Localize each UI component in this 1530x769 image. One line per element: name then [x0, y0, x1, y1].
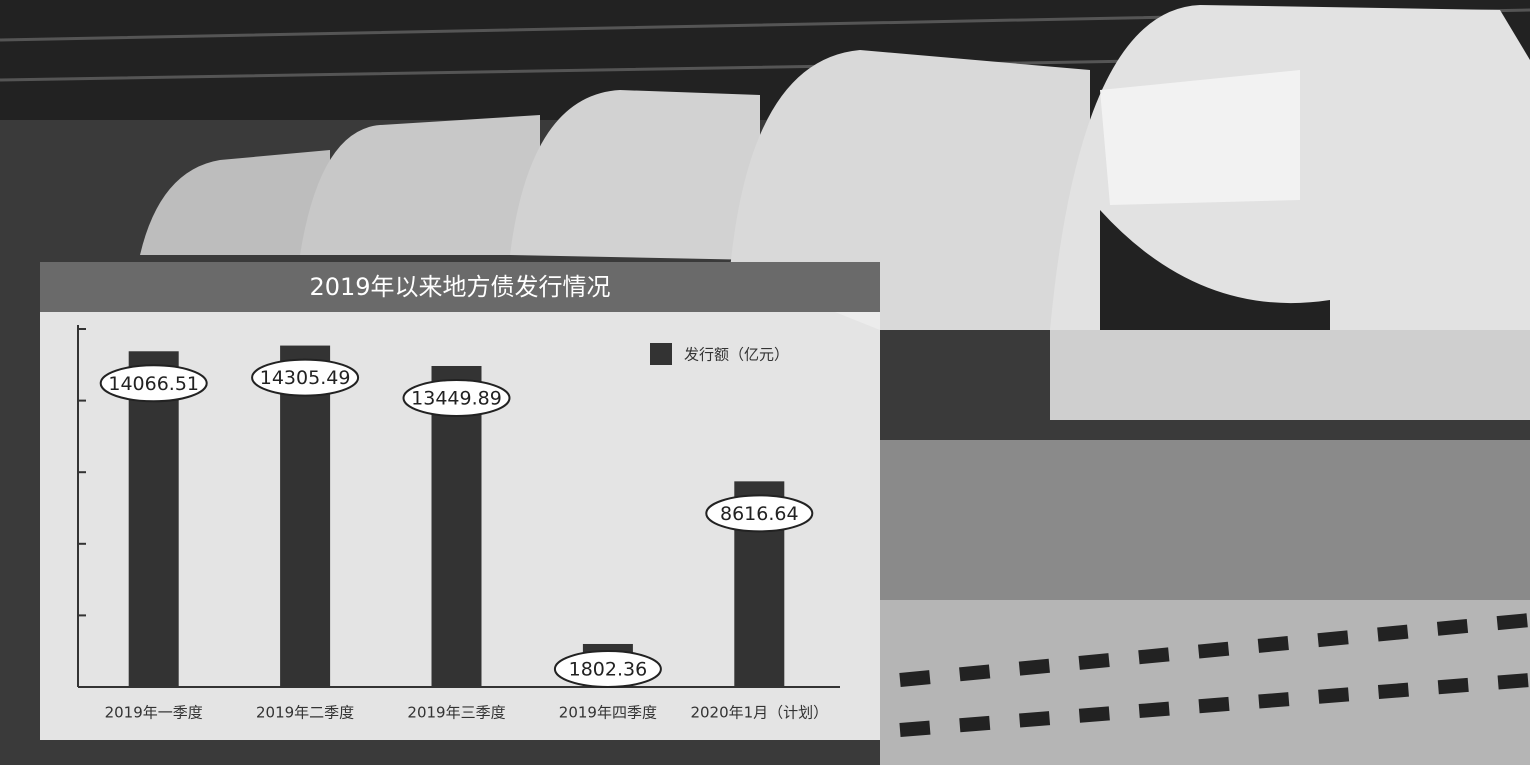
x-tick-label: 2020年1月（计划） [690, 704, 828, 722]
value-label: 1802.36 [569, 659, 648, 681]
x-tick-label: 2019年三季度 [407, 704, 505, 722]
title-bar [40, 262, 880, 312]
legend-label: 发行额（亿元） [684, 346, 789, 364]
value-label: 14066.51 [108, 373, 199, 395]
value-label: 14305.49 [260, 367, 351, 389]
bar [431, 365, 482, 687]
bar [280, 345, 331, 687]
x-tick-label: 2019年一季度 [105, 704, 203, 722]
legend-swatch [650, 343, 672, 365]
bar [128, 351, 179, 687]
value-label: 13449.89 [411, 387, 502, 409]
value-label: 8616.64 [720, 503, 799, 525]
value-label-bubble [251, 358, 360, 397]
value-label-bubble [402, 378, 511, 417]
chart-title: 2019年以来地方债发行情况 [309, 273, 610, 301]
x-tick-label: 2019年二季度 [256, 704, 354, 722]
value-label-bubble [553, 650, 662, 688]
value-label-bubble [705, 494, 814, 533]
x-tick-label: 2019年四季度 [559, 704, 657, 722]
value-label-bubble [99, 364, 208, 403]
